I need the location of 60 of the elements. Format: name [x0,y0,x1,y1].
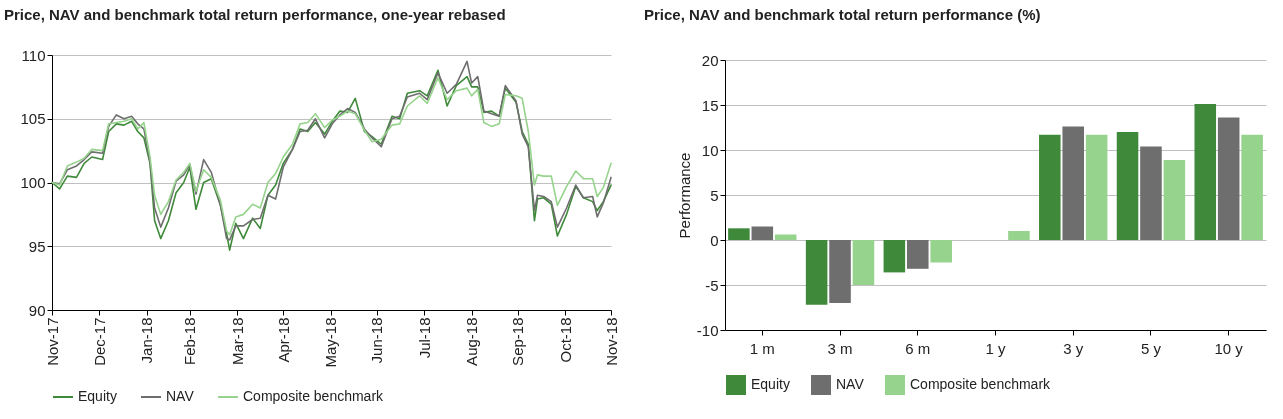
legend-label: Equity [751,376,790,392]
x-tick-label: 1 m [749,339,775,357]
bar [1116,132,1139,240]
x-tick-label: Apr-18 [274,317,292,363]
legend-label: Composite benchmark [910,376,1052,392]
y-tick-label: 20 [701,51,719,69]
x-tick-label: 10 y [1214,339,1244,357]
x-tick-label: Nov-17 [43,317,61,366]
x-tick-label: 6 m [905,339,931,357]
x-tick-label: 5 y [1140,339,1162,357]
bar [1008,231,1030,240]
y-tick-label: 0 [710,231,719,249]
y-tick-label: 95 [28,237,46,255]
bar [1217,117,1240,240]
legend-label: NAV [166,388,195,404]
bar [805,240,828,305]
bar [1194,104,1217,240]
x-tick-label: Aug-18 [463,317,481,366]
x-tick-label: Mar-18 [228,317,246,366]
y-tick-label: 10 [701,141,719,159]
chart-title: Price, NAV and benchmark total return performance, one-year rebased [4,6,506,23]
x-tick-label: 3 y [1063,339,1084,357]
bar [1140,146,1162,240]
bar [1039,134,1061,240]
x-tick-label: Jun-18 [368,317,386,364]
bar [1062,126,1085,240]
legend-label: NAV [836,376,865,392]
bar [930,240,952,263]
y-tick-label: 110 [21,46,46,64]
x-tick-label: May-18 [322,317,340,368]
y-tick-label: 105 [20,110,46,128]
x-tick-label: Jul-18 [415,317,433,359]
x-tick-label: 1 y [985,339,1006,357]
bar [1085,134,1108,240]
x-tick-label: Oct-18 [556,317,574,363]
bar [1163,159,1186,240]
bar [1241,134,1263,240]
y-tick-label: 15 [701,96,719,114]
chart-title: Price, NAV and benchmark total return performance (%) [644,6,1041,23]
x-tick-label: 3 m [827,339,853,357]
x-tick-label: Feb-18 [181,317,199,366]
y-tick-label: 5 [710,186,719,204]
bar [751,226,774,240]
legend-label: Equity [78,388,117,404]
bar [829,240,851,303]
x-tick-label: Sep-18 [509,317,527,366]
y-tick-label: 90 [28,301,46,319]
bar [774,234,797,240]
x-tick-label: Dec-17 [90,317,108,366]
bar [883,240,906,273]
y-tick-label: -5 [705,276,719,294]
x-tick-label: Jan-18 [138,317,156,364]
y-axis-title: Performance [675,152,693,239]
y-tick-label: 100 [20,174,46,191]
y-tick-label: -10 [696,321,719,339]
x-tick-label: Nov-18 [602,317,620,366]
bar [728,228,750,240]
bar [852,240,875,285]
legend-label: Composite benchmark [243,388,385,404]
bar [906,240,929,269]
